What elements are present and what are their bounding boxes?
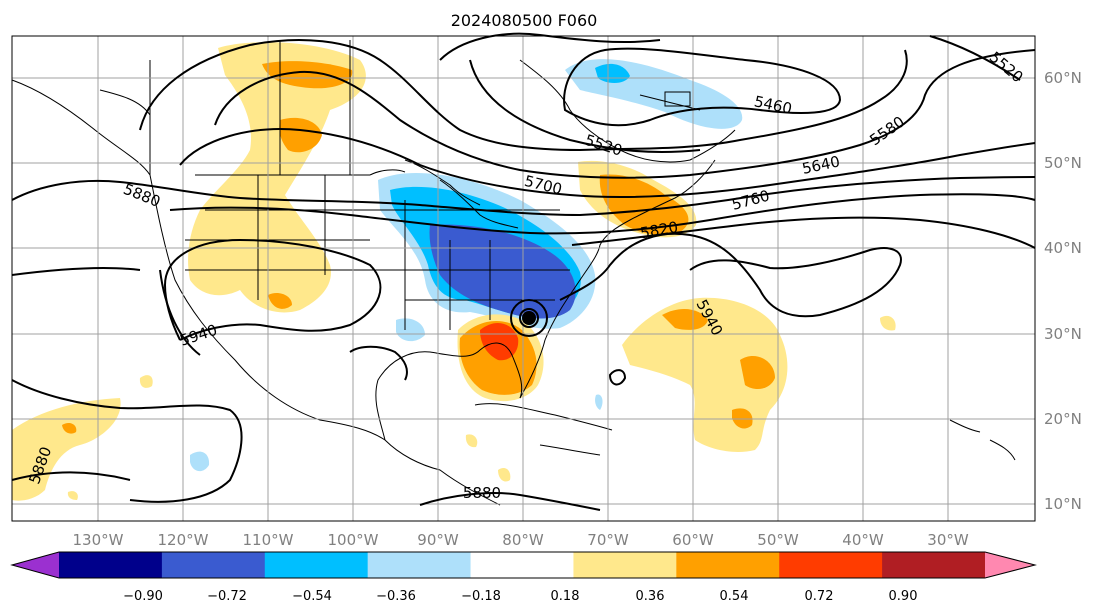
- colorbar-segment: [264, 552, 369, 578]
- longitude-axis: 130°W 120°W 110°W 100°W 90°W 80°W 70°W 6…: [73, 531, 969, 549]
- colorbar-tick-label: 0.54: [720, 589, 749, 604]
- colorbar-tick-label: −0.72: [207, 589, 247, 604]
- colorbar-tick-label: 0.90: [889, 589, 918, 604]
- colorbar-tick-label: 0.72: [805, 589, 834, 604]
- contour-label: 5880: [463, 484, 501, 502]
- longitude-tick-label: 70°W: [587, 531, 629, 549]
- colorbar-tick-label: −0.54: [292, 589, 332, 604]
- colorbar-segment: [985, 552, 1035, 578]
- longitude-tick-label: 80°W: [502, 531, 544, 549]
- latitude-tick-label: 60°N: [1044, 69, 1082, 87]
- longitude-tick-label: 30°W: [927, 531, 969, 549]
- colorbar-tick-label: 0.36: [636, 589, 665, 604]
- tropical-cyclone-symbol: [510, 299, 548, 337]
- colorbar: −0.90 −0.72 −0.54 −0.36 −0.18 0.18 0.36 …: [10, 551, 1037, 604]
- longitude-tick-label: 100°W: [328, 531, 379, 549]
- colorbar-segment: [470, 552, 574, 578]
- colorbar-tick-label: −0.90: [123, 589, 163, 604]
- colorbar-segment: [676, 552, 780, 578]
- colorbar-segment: [161, 552, 266, 578]
- colorbar-segment: [779, 552, 883, 578]
- latitude-tick-label: 50°N: [1044, 154, 1082, 172]
- height-contours: [11, 32, 1036, 511]
- longitude-tick-label: 90°W: [417, 531, 459, 549]
- coastlines-and-borders: [11, 40, 1016, 506]
- latitude-tick-label: 40°N: [1044, 239, 1082, 257]
- colorbar-tick-label: −0.18: [461, 589, 501, 604]
- longitude-tick-label: 120°W: [158, 531, 209, 549]
- latitude-tick-label: 10°N: [1044, 495, 1082, 513]
- longitude-tick-label: 60°W: [672, 531, 714, 549]
- graticule: [12, 36, 1035, 521]
- latitude-axis: 60°N 50°N 40°N 30°N 20°N 10°N: [1044, 69, 1082, 513]
- colorbar-segment: [59, 552, 163, 578]
- colorbar-tick-labels: −0.90 −0.72 −0.54 −0.36 −0.18 0.18 0.36 …: [123, 589, 917, 604]
- map-panel: 5460 5520 5520 5580 5640 5700 5760 5820 …: [11, 32, 1036, 522]
- longitude-tick-label: 40°W: [842, 531, 884, 549]
- longitude-tick-label: 110°W: [243, 531, 294, 549]
- colorbar-tick-label: 0.18: [551, 589, 580, 604]
- latitude-tick-label: 30°N: [1044, 325, 1082, 343]
- colorbar-segment: [573, 552, 677, 578]
- colorbar-segment: [367, 552, 472, 578]
- colorbar-segment: [882, 552, 986, 578]
- latitude-tick-label: 20°N: [1044, 410, 1082, 428]
- longitude-tick-label: 130°W: [73, 531, 124, 549]
- colorbar-tick-label: −0.36: [376, 589, 416, 604]
- figure-title: 2024080500 F060: [451, 11, 598, 30]
- colorbar-segments: [12, 552, 1035, 578]
- longitude-tick-label: 50°W: [757, 531, 799, 549]
- colorbar-segment: [12, 552, 59, 578]
